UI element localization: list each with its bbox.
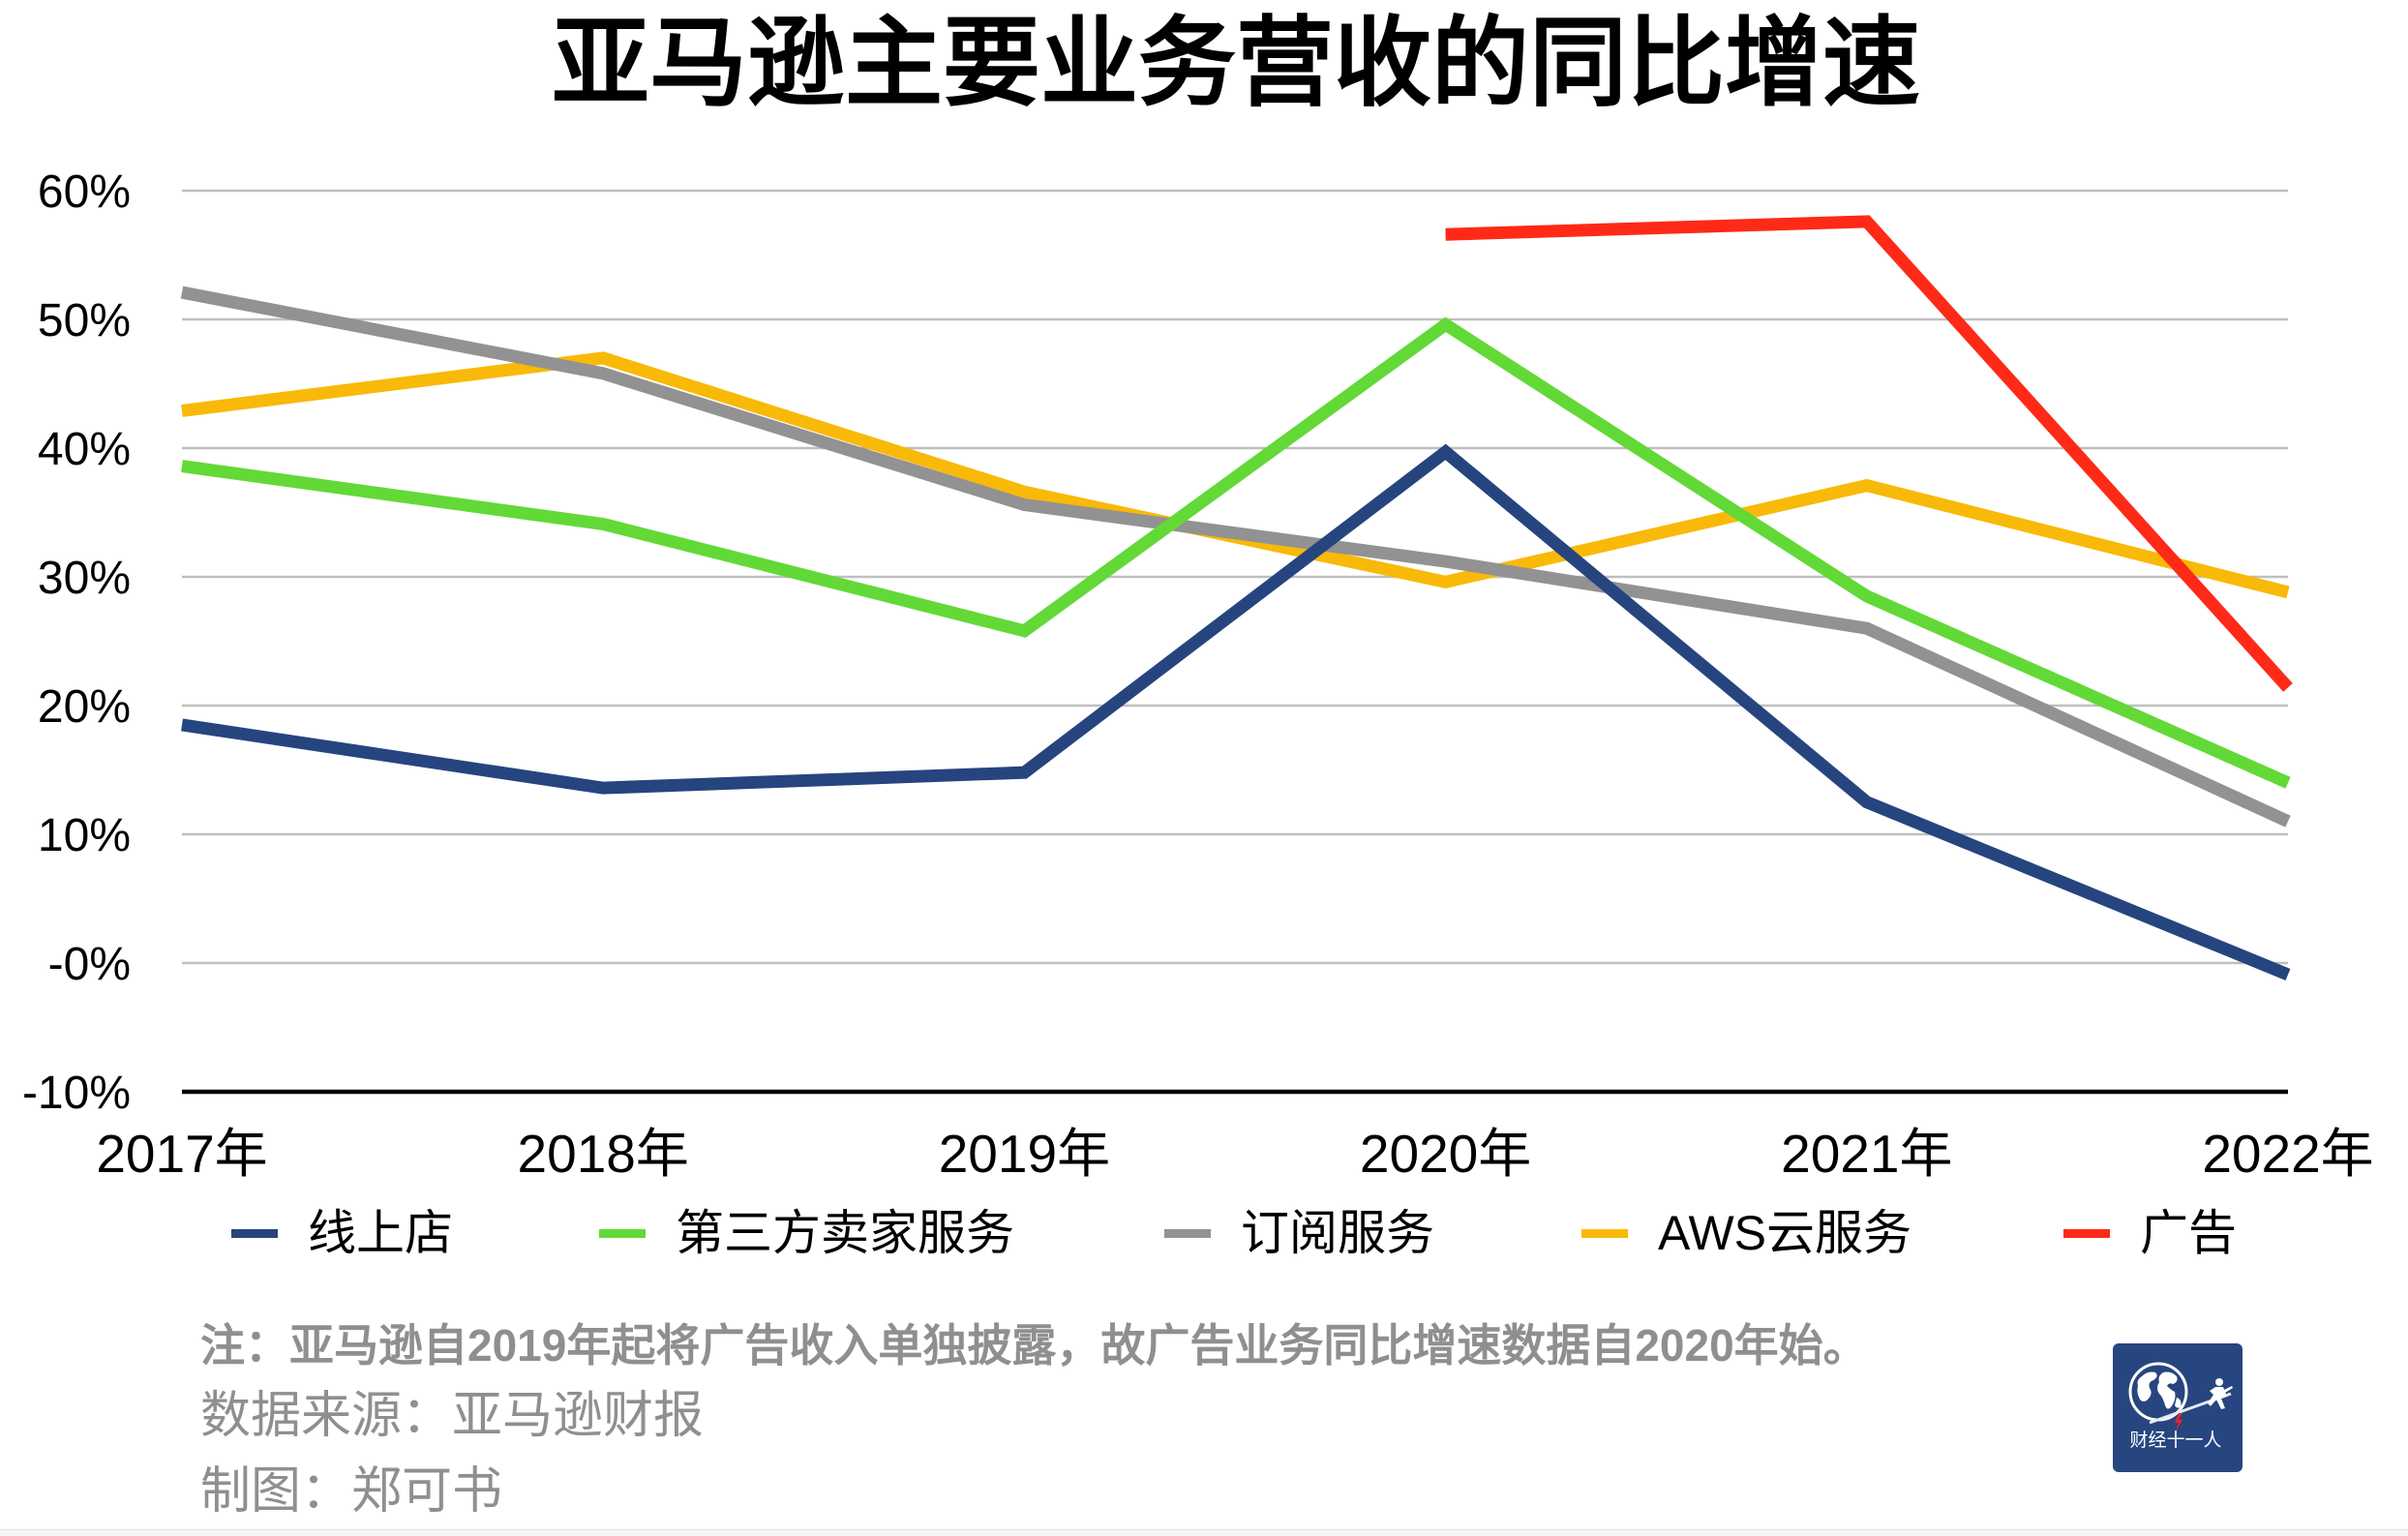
data-point [2282,587,2294,598]
data-point [1018,767,1030,778]
data-point [1861,480,1873,492]
x-tick-label: 2019年 [939,1124,1110,1184]
legend-item-third-party-seller-services: 第三方卖家服务 [599,1204,1014,1262]
data-point [176,405,188,416]
legend-label: AWS云服务 [1658,1206,1912,1260]
legend-label: 订阅服务 [1241,1206,1434,1260]
legend-swatch-icon [231,1228,278,1238]
data-point [1861,797,1873,808]
x-tick-label: 2021年 [1781,1124,1952,1184]
series-line-online-stores [181,443,2291,980]
legend-item-subscription-services: 订阅服务 [1164,1204,1434,1262]
y-tick-label: 50% [38,295,131,346]
legend-label: 广告 [2140,1206,2237,1260]
y-tick-label: 40% [38,424,131,475]
data-source: 数据来源：亚马逊财报 [200,1388,705,1444]
series-advertising [1440,215,2294,693]
data-point [597,352,609,364]
logo-text: 财经十一人 [2129,1430,2221,1451]
data-point [597,782,609,794]
data-point [1440,576,1452,587]
series-line-subscription-services [180,286,2291,828]
series-online-stores [176,443,2294,980]
x-axis-tick-labels: 2017年 2018年 2019年 2020年 2021年 2022年 [96,1124,2373,1184]
footnote: 注：亚马逊自2019年起将广告收入单独披露，故广告业务同比增速数据自2020年始… [200,1320,1868,1370]
series-third-party-seller-services [176,316,2294,789]
data-point [2282,816,2294,828]
x-tick-label: 2020年 [1360,1124,1531,1184]
data-point [176,461,188,472]
data-point [176,286,188,298]
data-point [1018,499,1030,511]
bottom-divider [0,1529,2408,1536]
data-point [1440,556,1452,567]
chart-credit: 制图：郑可书 [200,1463,503,1520]
data-point [1861,590,1873,602]
legend-item-advertising: 广告 [2063,1204,2237,1262]
y-tick-label: -0% [48,939,131,990]
legend-swatch-icon [1581,1228,1628,1238]
gridlines [182,189,2288,1095]
globe-lever-runner-icon: 财经十一人 [2128,1362,2233,1451]
publisher-logo: 财经十一人 [2113,1343,2242,1472]
series-lines [176,215,2294,980]
legend-label: 线上店 [308,1206,453,1260]
data-point [1861,216,1873,227]
y-axis-tick-labels: 60% 50% 40% 30% 20% 10% -0% -10% [22,166,131,1119]
x-tick-label: 2018年 [518,1124,689,1184]
data-point [2282,681,2294,693]
data-point [1018,486,1030,497]
y-tick-label: 60% [38,166,131,218]
data-point [597,518,609,529]
series-subscription-services [176,286,2294,828]
legend-item-aws: AWS云服务 [1581,1204,1911,1262]
chart-title: 亚马逊主要业务营收的同比增速 [551,10,1921,118]
y-tick-label: -10% [22,1068,131,1119]
data-point [597,368,609,379]
legend-swatch-icon [599,1228,646,1238]
data-point [2282,777,2294,789]
data-point [1440,228,1452,240]
data-point [2282,969,2294,980]
x-tick-label: 2022年 [2202,1124,2373,1184]
legend-swatch-icon [1164,1228,1211,1238]
y-tick-label: 30% [38,553,131,604]
y-tick-label: 20% [38,681,131,733]
data-point [1861,622,1873,634]
legend-label: 第三方卖家服务 [676,1206,1014,1260]
data-point [1440,446,1452,458]
data-point [176,719,188,731]
legend-item-online-stores: 线上店 [231,1204,453,1262]
series-line-third-party-seller-services [181,316,2291,789]
data-point [1018,625,1030,637]
y-tick-label: 10% [38,810,131,861]
x-tick-label: 2017年 [96,1124,267,1184]
legend-swatch-icon [2063,1228,2110,1238]
series-line-advertising [1445,215,2293,692]
data-point [1440,318,1452,330]
